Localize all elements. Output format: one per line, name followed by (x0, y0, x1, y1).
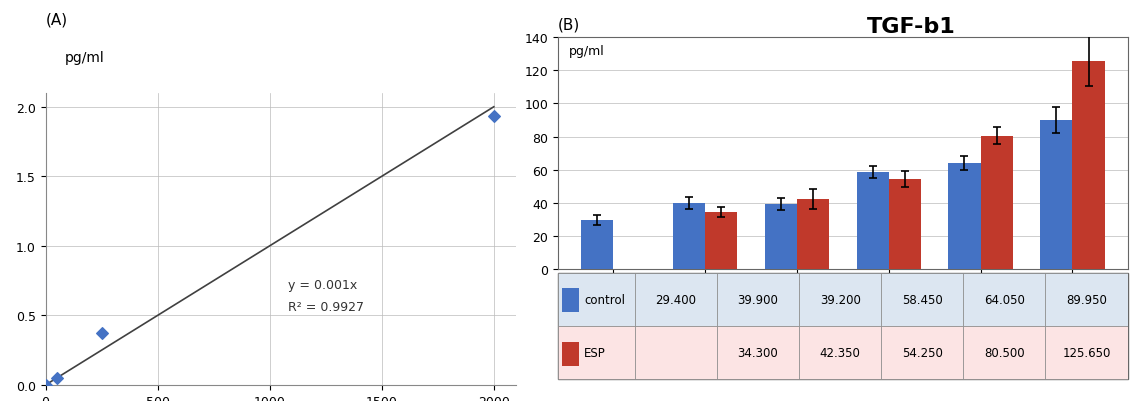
Bar (888, 180, 920, 269)
Text: 89.950: 89.950 (1066, 293, 1107, 306)
Text: 29.400: 29.400 (655, 293, 696, 306)
Bar (764, 205, 797, 269)
Bar (716, 273, 800, 326)
Text: control: control (584, 293, 625, 306)
Bar (882, 273, 964, 326)
Bar (558, 273, 634, 326)
Bar (882, 326, 964, 379)
Bar (800, 326, 882, 379)
Text: y = 0.001x: y = 0.001x (288, 278, 357, 291)
Text: 39.200: 39.200 (820, 293, 861, 306)
Bar (1046, 326, 1128, 379)
Bar (1046, 273, 1128, 326)
Text: 34.300: 34.300 (738, 346, 778, 359)
Point (48, 375, 66, 381)
Text: 54.250: 54.250 (902, 346, 943, 359)
Text: pg/ml: pg/ml (65, 51, 104, 65)
Text: (A): (A) (46, 13, 67, 28)
Bar (857, 173, 888, 269)
Bar (716, 326, 800, 379)
Bar (634, 273, 716, 326)
Text: 42.350: 42.350 (820, 346, 861, 359)
Bar (964, 273, 1046, 326)
Text: 58.450: 58.450 (902, 293, 943, 306)
Bar (949, 164, 981, 269)
Bar (800, 273, 882, 326)
Point (485, 114, 503, 120)
Text: R² = 0.9927: R² = 0.9927 (288, 300, 363, 313)
Point (92, 330, 110, 337)
Bar (563, 289, 580, 313)
Text: pg/ml: pg/ml (570, 45, 605, 58)
Bar (964, 326, 1046, 379)
Title: TGF-b1: TGF-b1 (867, 16, 956, 36)
Bar (1040, 121, 1073, 269)
Point (36, 382, 55, 388)
Text: 64.050: 64.050 (984, 293, 1025, 306)
Bar (705, 213, 737, 269)
Text: 80.500: 80.500 (984, 346, 1025, 359)
Bar (797, 199, 829, 269)
Text: ESP: ESP (584, 346, 606, 359)
Bar (581, 221, 613, 269)
Text: 125.650: 125.650 (1063, 346, 1111, 359)
Text: (B): (B) (558, 18, 580, 32)
Bar (563, 342, 580, 366)
Bar (673, 203, 705, 269)
Bar (1073, 62, 1105, 269)
Bar (981, 136, 1013, 269)
Bar (558, 326, 634, 379)
Text: 39.900: 39.900 (738, 293, 778, 306)
Bar (634, 326, 716, 379)
